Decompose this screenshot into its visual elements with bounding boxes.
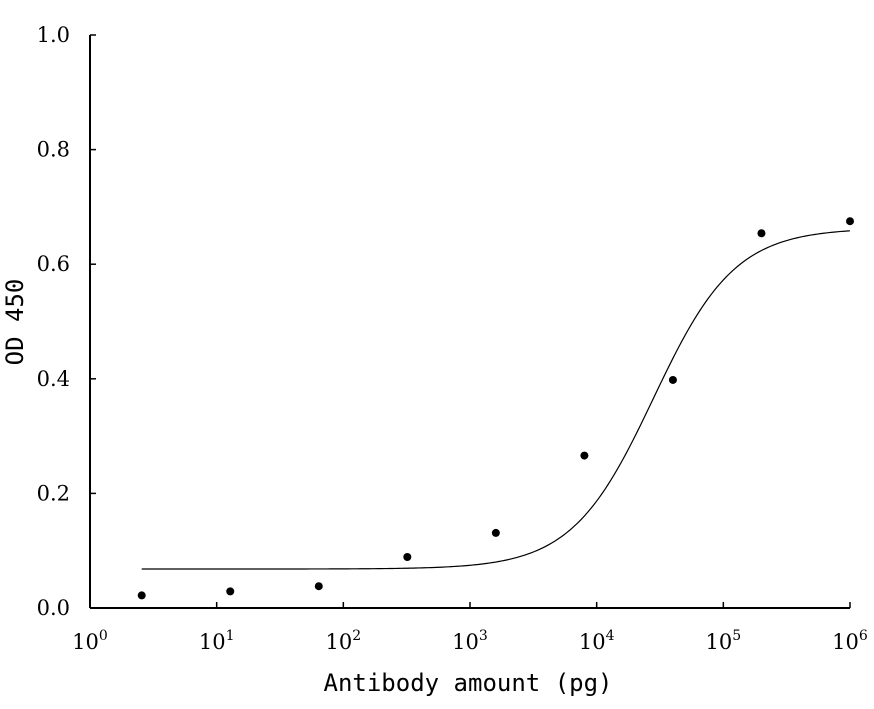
data-points xyxy=(137,217,854,600)
data-point xyxy=(137,591,146,600)
x-tick-label: 103 xyxy=(452,628,488,654)
y-tick-label: 0.6 xyxy=(37,252,70,276)
data-point xyxy=(403,553,412,562)
x-tick-label: 104 xyxy=(579,628,615,654)
y-tick-label: 0.2 xyxy=(37,481,70,505)
data-point xyxy=(846,217,854,226)
y-tick-label: 0.4 xyxy=(37,367,70,391)
x-tick-label: 100 xyxy=(72,628,108,654)
y-axis-ticks: 0.0 0.2 0.4 0.6 0.8 1.0 xyxy=(37,23,96,620)
data-point xyxy=(757,229,766,238)
x-tick-label: 102 xyxy=(326,628,362,654)
x-tick-label: 106 xyxy=(832,628,868,654)
fit-curve xyxy=(141,230,851,570)
x-tick-label: 105 xyxy=(706,628,742,654)
y-axis-title: OD 450 xyxy=(1,279,29,366)
data-point xyxy=(491,528,500,537)
x-axis-ticks: 100 101 102 103 104 105 106 xyxy=(72,602,868,654)
data-point xyxy=(226,587,235,596)
x-axis-title: Antibody amount (pg) xyxy=(324,669,613,697)
axes xyxy=(89,35,850,609)
data-point xyxy=(668,375,677,384)
data-point xyxy=(314,582,323,591)
x-tick-label: 101 xyxy=(199,628,235,654)
data-point xyxy=(580,451,589,460)
y-tick-label: 0.0 xyxy=(37,596,70,620)
y-tick-label: 0.8 xyxy=(37,138,70,162)
y-tick-label: 1.0 xyxy=(37,23,70,47)
